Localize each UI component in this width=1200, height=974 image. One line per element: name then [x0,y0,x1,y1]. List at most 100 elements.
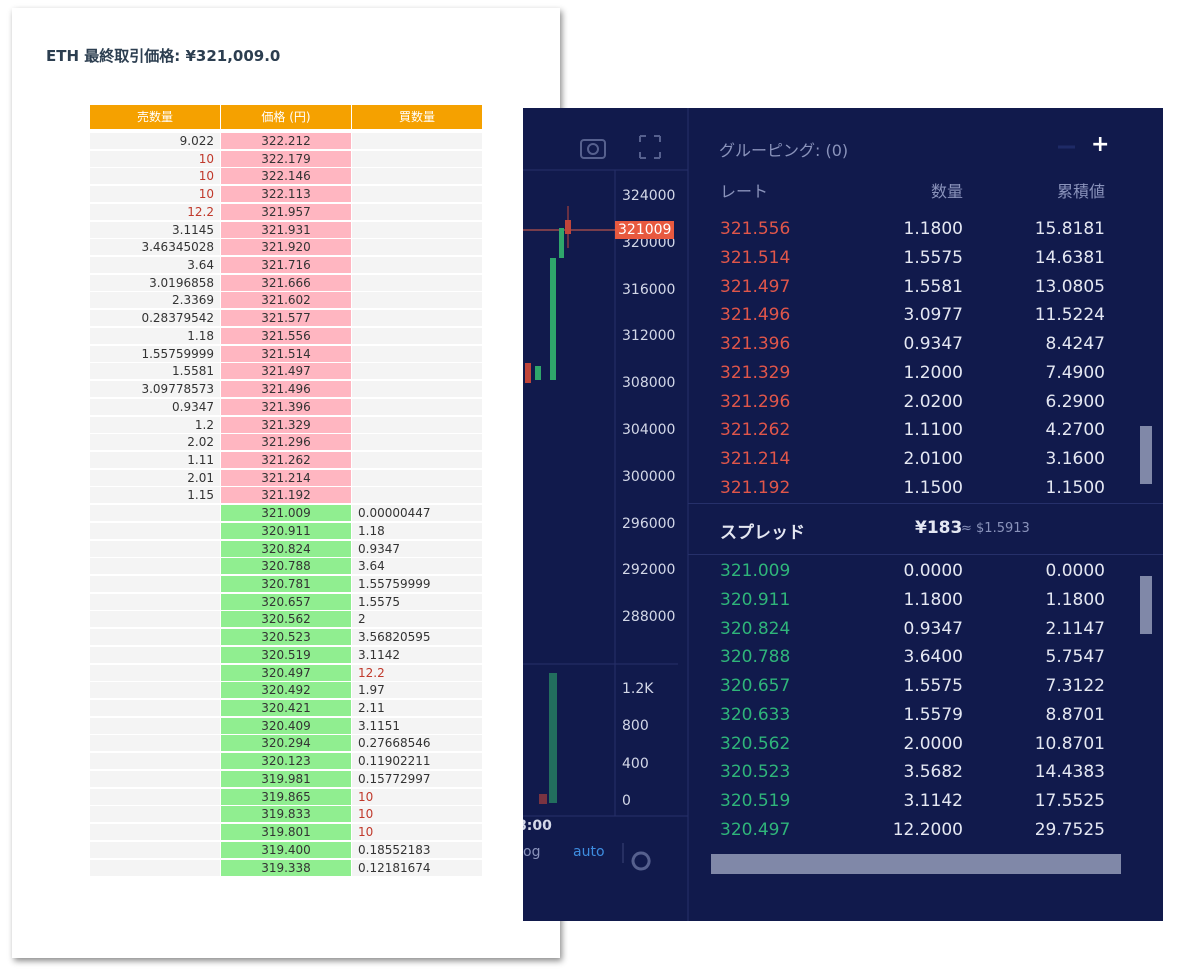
buy-qty: 10 [352,788,482,806]
book-qty: 1.2000 [903,362,963,383]
orderbook-document: ETH 最終取引価格: ¥321,009.0 売数量 価格 (円) 買数量 9.022… [12,8,560,958]
book-total: 8.8701 [1045,704,1105,725]
empty-cell [352,381,482,399]
buy-qty: 3.56820595 [352,629,482,647]
book-qty: 3.6400 [903,647,963,668]
empty-cell [352,327,482,345]
book-total: 3.1600 [1045,449,1105,469]
book-price: 320.657 [720,676,791,696]
time-label: 8:00 [523,818,552,834]
book-qty: 1.1100 [903,420,963,441]
sell-qty: 0.9347 [90,398,220,416]
book-qty: 1.1800 [903,219,963,239]
ask-price: 321.556 [221,327,351,345]
buy-qty: 1.5575 [352,593,482,611]
empty-cell [90,735,220,753]
book-total: 1.1800 [1045,589,1105,610]
buy-qty: 3.1142 [352,646,482,664]
ask-price: 321.666 [221,274,351,292]
plus-button[interactable]: + [1091,132,1110,157]
sell-qty: 10 [90,186,220,204]
ask-price: 322.146 [221,168,351,186]
table-header: 価格 (円) [221,105,351,129]
book-price: 321.214 [720,449,791,469]
price-axis-label: 312000 [622,328,676,345]
ask-price: 321.602 [221,292,351,310]
book-qty: 1.5581 [903,276,963,297]
empty-cell [90,682,220,700]
price-axis-label: 324000 [622,188,676,204]
book-price: 321.329 [720,362,791,383]
empty-cell [90,611,220,629]
bid-price: 320.492 [221,682,351,700]
buy-qty: 0.00000447 [352,505,482,523]
buy-qty: 0.9347 [352,540,482,558]
grouping: グルーピング: (0) [719,141,849,160]
buy-qty: 1.55759999 [352,576,482,593]
sell-qty: 1.5581 [90,363,220,381]
ask-price: 321.497 [221,363,351,381]
ask-price: 322.212 [221,133,351,150]
empty-cell [90,505,220,523]
empty-cell [90,770,220,788]
book-total: 29.7525 [1034,819,1105,840]
empty-cell [90,558,220,576]
buy-qty: 0.15772997 [352,770,482,788]
book-total: 17.5525 [1034,791,1105,811]
book-price: 320.824 [720,618,791,639]
book-qty: 2.0100 [903,449,963,469]
empty-cell [352,345,482,363]
ask-price: 321.329 [221,416,351,434]
empty-cell [90,859,220,877]
book-total: 4.2700 [1045,420,1105,441]
price-axis-label: 300000 [622,468,676,485]
ask-price: 321.957 [221,203,351,221]
ask-price: 321.192 [221,487,351,505]
book-total: 1.1500 [1045,477,1105,498]
ask-price: 321.214 [221,469,351,487]
bid-price: 319.338 [221,859,351,877]
empty-cell [352,469,482,487]
empty-cell [90,824,220,842]
empty-cell [352,416,482,434]
empty-cell [352,221,482,239]
book-price: 320.633 [720,704,791,725]
bid-price: 320.657 [221,593,351,611]
book-price: 321.556 [720,219,791,239]
empty-cell [90,841,220,859]
table-header: 買数量 [352,105,482,129]
buy-qty: 0.11902211 [352,753,482,771]
book-total: 13.0805 [1034,276,1105,297]
empty-cell [352,239,482,257]
book-total: 8.4247 [1045,334,1105,354]
chart-decor [523,108,1163,921]
title: ETH 最終取引価格: ¥321,009.0 [46,47,281,65]
ask-price: 321.296 [221,434,351,452]
book-qty: 3.1142 [903,791,963,811]
empty-cell [352,434,482,452]
bid-price: 320.294 [221,735,351,753]
book-price: 321.262 [720,420,791,441]
empty-cell [90,664,220,682]
bid-price: 319.981 [221,770,351,788]
buy-qty: 10 [352,824,482,842]
empty-cell [352,487,482,505]
book-qty: 1.5579 [903,704,963,725]
ask-price: 321.920 [221,239,351,257]
bid-price: 320.421 [221,700,351,718]
sell-qty: 0.28379542 [90,310,220,328]
empty-cell [90,700,220,718]
sell-qty: 2.02 [90,434,220,452]
scale-auto[interactable]: auto [573,844,605,860]
sell-qty: 1.11 [90,451,220,469]
book-qty: 2.0200 [903,391,963,412]
sell-qty: 2.3369 [90,292,220,310]
empty-cell [352,150,482,168]
book-qty: 3.0977 [903,305,963,326]
book-qty: 0.9347 [903,334,963,354]
exchange-panel: 324000 320000 316000 312000 308000 304000 3000… [523,108,1163,921]
book-qty: 1.5575 [903,676,963,696]
book-qty: 1.5575 [903,247,963,268]
empty-cell [352,292,482,310]
sell-qty: 1.2 [90,416,220,434]
